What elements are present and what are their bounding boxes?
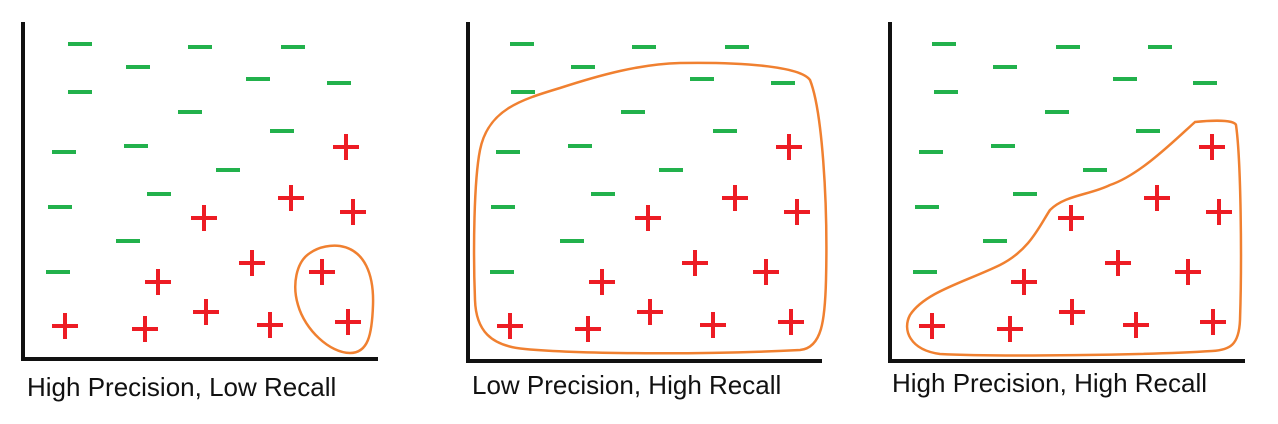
plus-sign-icon xyxy=(1175,259,1201,285)
plus-sign-icon xyxy=(145,269,171,295)
plus-sign-icon xyxy=(997,316,1023,342)
plus-sign-icon xyxy=(1206,199,1232,225)
plus-sign-icon xyxy=(1059,299,1085,325)
plus-sign-icon xyxy=(333,134,359,160)
plus-sign-icon xyxy=(1011,269,1037,295)
plus-sign-icon xyxy=(309,259,335,285)
plus-sign-icon xyxy=(776,134,802,160)
caption-panel-2: Low Precision, High Recall xyxy=(472,370,782,400)
plus-sign-icon xyxy=(1199,134,1225,160)
plus-sign-icon xyxy=(700,312,726,338)
plus-sign-icon xyxy=(575,316,601,342)
plus-sign-icon xyxy=(497,313,523,339)
plus-sign-icon xyxy=(753,259,779,285)
plus-sign-icon xyxy=(1105,250,1131,276)
caption-panel-3: High Precision, High Recall xyxy=(892,368,1208,398)
plus-sign-icon xyxy=(335,309,361,335)
panel-high-precision-high-recall xyxy=(888,22,1245,363)
panel-3-axes xyxy=(888,22,1245,363)
panel-2-axes xyxy=(466,22,822,363)
plus-sign-icon xyxy=(1144,185,1170,211)
plus-sign-icon xyxy=(239,250,265,276)
plus-sign-icon xyxy=(278,185,304,211)
plus-sign-icon xyxy=(1123,312,1149,338)
panel-1-axes xyxy=(21,22,378,361)
plus-sign-icon xyxy=(635,205,661,231)
plus-sign-icon xyxy=(778,309,804,335)
plus-sign-icon xyxy=(132,316,158,342)
plus-sign-icon xyxy=(340,199,366,225)
plus-sign-icon xyxy=(722,185,748,211)
plus-sign-icon xyxy=(784,199,810,225)
caption-panel-1: High Precision, Low Recall xyxy=(27,372,337,402)
plus-sign-icon xyxy=(193,299,219,325)
plus-sign-icon xyxy=(589,269,615,295)
panel-2-selection-outline xyxy=(472,61,828,355)
plus-sign-icon xyxy=(919,313,945,339)
plus-sign-icon xyxy=(1058,205,1084,231)
plus-sign-icon xyxy=(1200,309,1226,335)
panel-3-selection-outline xyxy=(905,119,1243,357)
panel-low-precision-high-recall xyxy=(466,22,828,363)
panel-1-selection-outline xyxy=(294,244,375,355)
plus-sign-icon xyxy=(191,205,217,231)
plus-sign-icon xyxy=(637,299,663,325)
plus-sign-icon xyxy=(52,313,78,339)
plus-sign-icon xyxy=(682,250,708,276)
plus-sign-icon xyxy=(257,312,283,338)
panel-high-precision-low-recall xyxy=(21,22,378,361)
